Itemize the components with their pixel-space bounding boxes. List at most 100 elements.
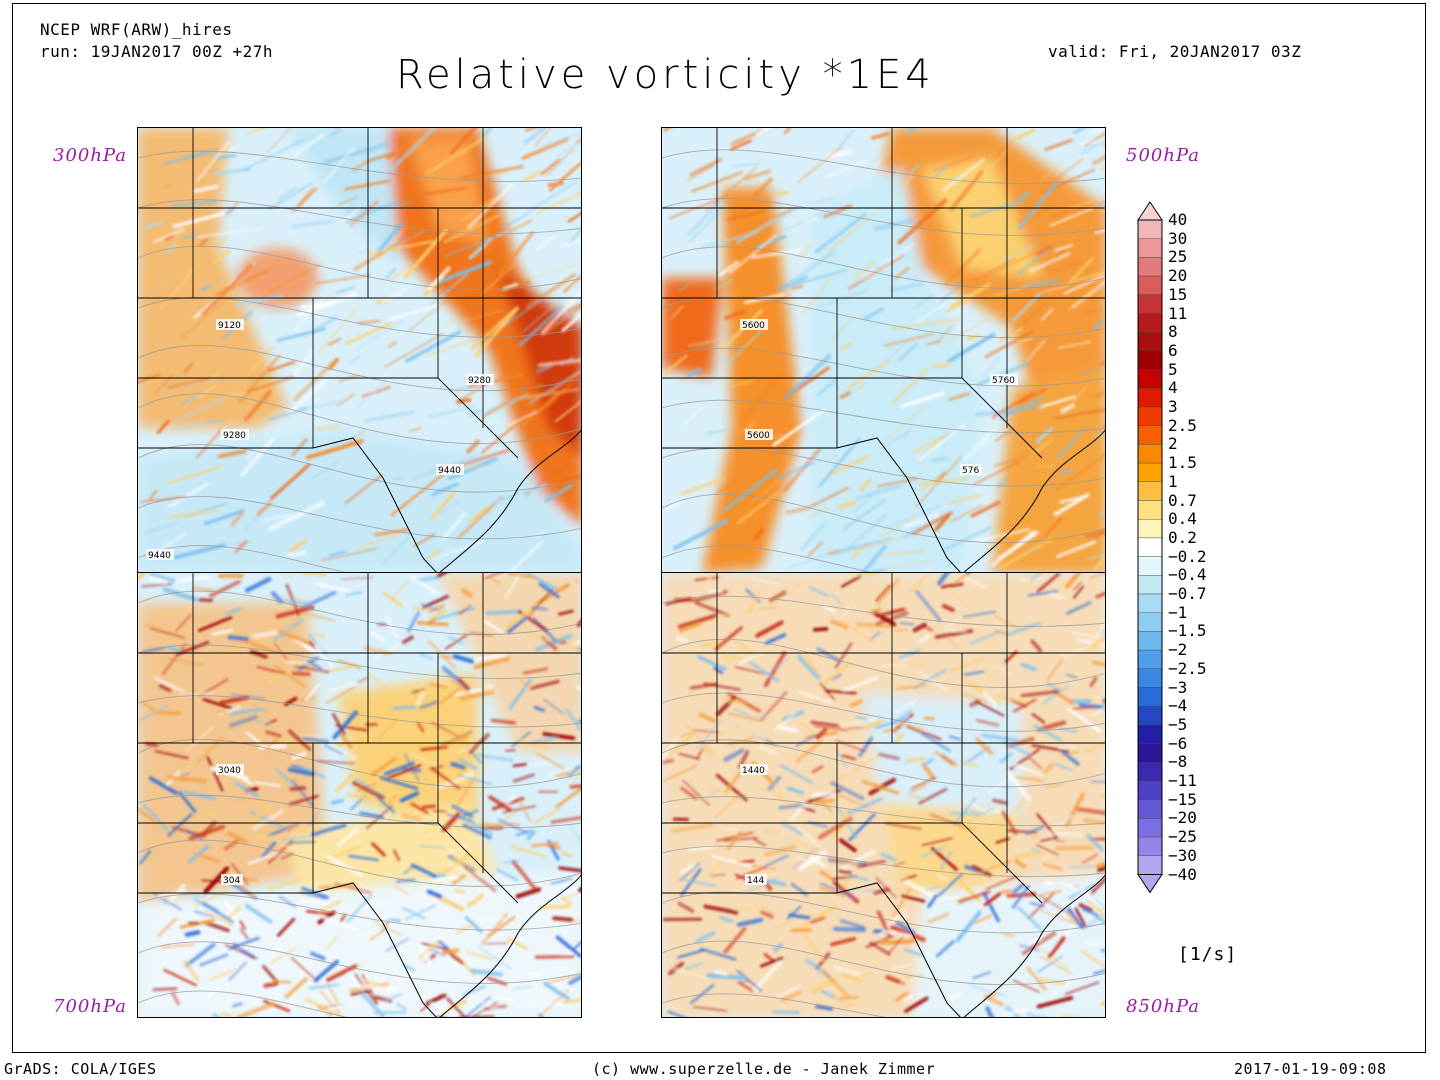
level-label-850: 850hPa: [1126, 996, 1200, 1017]
colorbar-swatch: [1137, 612, 1163, 632]
contour-label: 304: [223, 876, 240, 886]
colorbar-tick-label: 0.7: [1168, 490, 1197, 510]
vorticity-field-map: 1440 144: [662, 573, 1105, 1017]
colorbar-tick-label: 20: [1168, 266, 1188, 286]
colorbar-tick-label: −25: [1168, 827, 1197, 847]
colorbar-tick-label: 0.2: [1168, 527, 1197, 547]
colorbar-swatch: [1137, 575, 1163, 595]
colorbar-tick-label: −4: [1168, 696, 1188, 716]
colorbar-swatch: [1137, 257, 1163, 277]
colorbar-swatch: [1137, 724, 1163, 744]
colorbar-tick-label: 5: [1168, 359, 1178, 379]
contour-label: 5600: [747, 431, 770, 441]
colorbar-tick-label: 40: [1168, 210, 1188, 229]
colorbar-swatch: [1137, 219, 1163, 239]
contour-label: 9280: [468, 376, 491, 386]
panel-850hpa: 1440 144: [661, 572, 1106, 1018]
colorbar-tick-label: 2: [1168, 434, 1178, 454]
colorbar-tick-label: −3: [1168, 677, 1188, 697]
colorbar-swatch: [1137, 593, 1163, 613]
colorbar-swatch: [1137, 425, 1163, 445]
colorbar-swatch: [1137, 836, 1163, 856]
contour-label: 9440: [438, 466, 461, 476]
colorbar-tick-label: 4: [1168, 378, 1178, 398]
colorbar-swatch: [1137, 481, 1163, 501]
colorbar-tick-label: −15: [1168, 789, 1197, 809]
colorbar-swatch: [1137, 350, 1163, 370]
colorbar-swatch: [1137, 406, 1163, 426]
colorbar-tick-label: −0.7: [1168, 584, 1207, 603]
colorbar-tick-label: −5: [1168, 714, 1188, 734]
colorbar-min-arrow: [1137, 874, 1163, 894]
colorbar-swatch: [1137, 818, 1163, 838]
colorbar-tick-label: −2.5: [1168, 658, 1207, 678]
colorbar-tick-label: −30: [1168, 845, 1197, 865]
colorbar-tick-label: 2.5: [1168, 415, 1197, 435]
valid-time: valid: Fri, 20JAN2017 03Z: [1048, 42, 1302, 61]
colorbar-tick-label: −0.2: [1168, 546, 1207, 566]
colorbar-tick-label: −2: [1168, 640, 1188, 660]
plot-frame: [12, 3, 1426, 1053]
contour-label: 1440: [742, 766, 765, 776]
colorbar: [1137, 201, 1163, 894]
colorbar-tick-label: −0.4: [1168, 565, 1207, 585]
colorbar-tick-label: 25: [1168, 247, 1188, 267]
vorticity-field-map: 3040 304: [138, 573, 581, 1017]
colorbar-swatch: [1137, 799, 1163, 819]
colorbar-tick-label: 1: [1168, 471, 1178, 491]
colorbar-swatch: [1137, 462, 1163, 483]
colorbar-tick-label: −8: [1168, 752, 1188, 772]
contour-label: 9120: [218, 321, 241, 331]
map-title: Relative vorticity *1E4: [396, 52, 935, 98]
panel-500hpa: 5600 5600 5760 576: [661, 127, 1106, 573]
contour-label: 3040: [218, 766, 241, 776]
colorbar-tick-label: 3: [1168, 397, 1178, 416]
colorbar-tick-label: 8: [1168, 322, 1178, 342]
colorbar-tick-label: −1: [1168, 602, 1188, 622]
colorbar-swatch: [1137, 855, 1163, 875]
colorbar-swatch: [1137, 668, 1163, 688]
colorbar-swatch: [1137, 313, 1163, 333]
model-name: NCEP WRF(ARW)_hires: [40, 20, 233, 39]
contour-label: 5760: [992, 376, 1015, 386]
colorbar-swatch: [1137, 331, 1163, 352]
panel-700hpa: 3040 304: [137, 572, 582, 1018]
colorbar-swatch: [1137, 631, 1163, 651]
colorbar-swatch: [1137, 743, 1163, 763]
contour-label: 576: [962, 466, 979, 476]
colorbar-swatch: [1137, 519, 1163, 539]
colorbar-swatch: [1137, 444, 1163, 464]
vorticity-field-map: 5600 5600 5760 576: [662, 128, 1105, 572]
colorbar-swatch: [1137, 687, 1163, 707]
colorbar-tick-label: −40: [1168, 864, 1197, 884]
colorbar-swatch: [1137, 294, 1163, 314]
colorbar-swatch: [1137, 537, 1163, 557]
contour-label: 5600: [742, 321, 765, 331]
colorbar-swatch: [1137, 706, 1163, 726]
run-time: run: 19JAN2017 00Z +27h: [40, 42, 274, 61]
colorbar-tick-label: 15: [1168, 284, 1188, 304]
colorbar-swatch: [1137, 369, 1163, 389]
colorbar-swatch: [1137, 238, 1163, 258]
colorbar-swatch: [1137, 762, 1163, 782]
footer-timestamp: 2017-01-19-09:08: [1234, 1060, 1387, 1078]
colorbar-tick-label: −1.5: [1168, 621, 1207, 641]
level-label-500: 500hPa: [1126, 145, 1200, 166]
colorbar-tick-label: 11: [1168, 303, 1188, 323]
vorticity-field-map: 9120 9280 9280 9440 9440: [138, 128, 581, 572]
panel-300hpa: 9120 9280 9280 9440 9440: [137, 127, 582, 573]
colorbar-swatch: [1137, 275, 1163, 295]
colorbar-swatch: [1137, 649, 1163, 670]
colorbar-tick-label: 6: [1168, 340, 1178, 360]
colorbar-swatch: [1137, 388, 1163, 408]
colorbar-swatch: [1137, 556, 1163, 576]
colorbar-tick-label: 1.5: [1168, 453, 1197, 473]
colorbar-tick-label: 0.4: [1168, 509, 1197, 529]
colorbar-max-arrow: [1137, 201, 1163, 221]
footer-software: GrADS: COLA/IGES: [4, 1060, 157, 1078]
contour-label: 9440: [148, 551, 171, 561]
colorbar-tick-label: −11: [1168, 771, 1197, 790]
level-label-700: 700hPa: [53, 996, 127, 1017]
footer-credit: (c) www.superzelle.de - Janek Zimmer: [592, 1060, 936, 1078]
colorbar-tick-label: −20: [1168, 808, 1197, 828]
